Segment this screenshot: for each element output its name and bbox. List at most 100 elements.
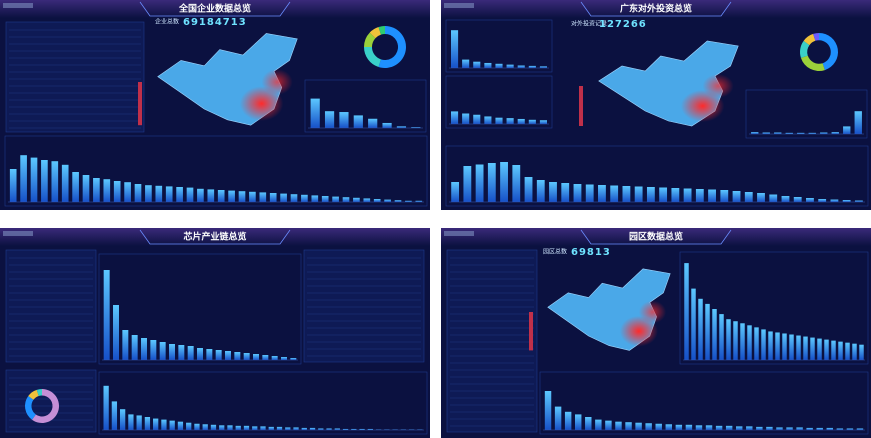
bar	[705, 425, 713, 430]
bar	[816, 427, 823, 430]
logo	[3, 231, 33, 236]
bar	[671, 188, 680, 202]
panel-title: 全国企业数据总览	[178, 3, 251, 15]
header-frame	[580, 229, 732, 245]
bar	[113, 305, 119, 360]
bar	[124, 182, 131, 202]
header-frame	[139, 1, 291, 17]
donut-segment	[36, 389, 42, 396]
bar	[797, 132, 805, 134]
bar	[735, 426, 743, 430]
map-hotspot	[261, 69, 293, 95]
chart-box	[98, 371, 428, 435]
bar	[177, 421, 184, 430]
bar	[351, 428, 357, 430]
bar	[462, 113, 470, 124]
bar	[756, 426, 763, 430]
bar	[451, 111, 459, 124]
bar	[751, 132, 759, 134]
bar	[536, 180, 545, 202]
donut-segment	[364, 32, 376, 47]
list-box	[303, 249, 425, 363]
bar	[705, 303, 710, 360]
bar	[234, 352, 241, 360]
bar	[843, 126, 851, 134]
bar	[817, 338, 822, 360]
bar	[342, 428, 349, 430]
bar	[217, 190, 225, 202]
bar	[290, 358, 297, 360]
bar	[726, 319, 731, 360]
bar	[564, 411, 572, 430]
bar	[695, 189, 704, 202]
bar	[574, 414, 582, 430]
donut-segment	[803, 33, 816, 46]
bar	[119, 409, 126, 430]
bar	[719, 314, 724, 360]
bar	[451, 30, 459, 68]
bar	[326, 428, 332, 430]
bar	[285, 427, 291, 430]
panel-title: 广东对外投资总览	[620, 3, 692, 15]
donut-segment	[378, 26, 406, 68]
bar	[309, 427, 316, 430]
bar	[475, 164, 484, 202]
bar	[131, 335, 138, 360]
bar	[585, 417, 592, 430]
bar	[339, 112, 349, 128]
bar	[103, 385, 109, 430]
bar	[625, 422, 632, 430]
bar	[685, 424, 693, 430]
bar	[324, 111, 335, 128]
bar	[824, 339, 829, 360]
map-hotspot	[680, 90, 725, 122]
bar	[301, 194, 308, 202]
bar	[782, 333, 787, 360]
bar	[528, 65, 536, 68]
bar	[766, 426, 773, 430]
bar	[495, 117, 503, 124]
bar	[610, 185, 619, 202]
bar	[382, 122, 392, 128]
bar	[517, 118, 525, 124]
bar	[646, 187, 655, 202]
bar	[128, 414, 134, 430]
bar	[846, 428, 854, 430]
bar	[359, 428, 365, 430]
bar	[145, 185, 152, 202]
bar	[268, 426, 274, 430]
bar	[762, 132, 770, 134]
bar	[197, 188, 204, 202]
bar	[197, 348, 203, 360]
bar	[757, 193, 765, 202]
bar	[293, 427, 299, 430]
donut-segment	[378, 26, 385, 35]
map-legend	[529, 312, 533, 351]
bar	[487, 163, 496, 202]
map-hotspot	[619, 315, 658, 347]
bar	[810, 337, 815, 360]
bar	[113, 181, 121, 202]
bar	[153, 418, 159, 430]
logo	[3, 3, 33, 8]
bar	[405, 200, 412, 202]
bar	[732, 191, 741, 202]
bar	[238, 191, 246, 202]
bar	[332, 196, 339, 202]
stat-label: 对外投资记录	[571, 20, 607, 28]
bar	[715, 425, 723, 430]
logo	[444, 231, 474, 236]
bar	[93, 178, 100, 202]
bar	[645, 423, 652, 430]
bar	[806, 427, 813, 430]
donut-segment	[24, 396, 36, 420]
bar	[544, 391, 552, 430]
bar	[838, 341, 843, 360]
bar	[169, 344, 175, 360]
bar	[554, 406, 562, 430]
bar	[781, 196, 790, 202]
donut-segment	[800, 55, 825, 72]
bar	[310, 98, 320, 128]
bar	[683, 188, 692, 202]
bar	[318, 428, 324, 430]
